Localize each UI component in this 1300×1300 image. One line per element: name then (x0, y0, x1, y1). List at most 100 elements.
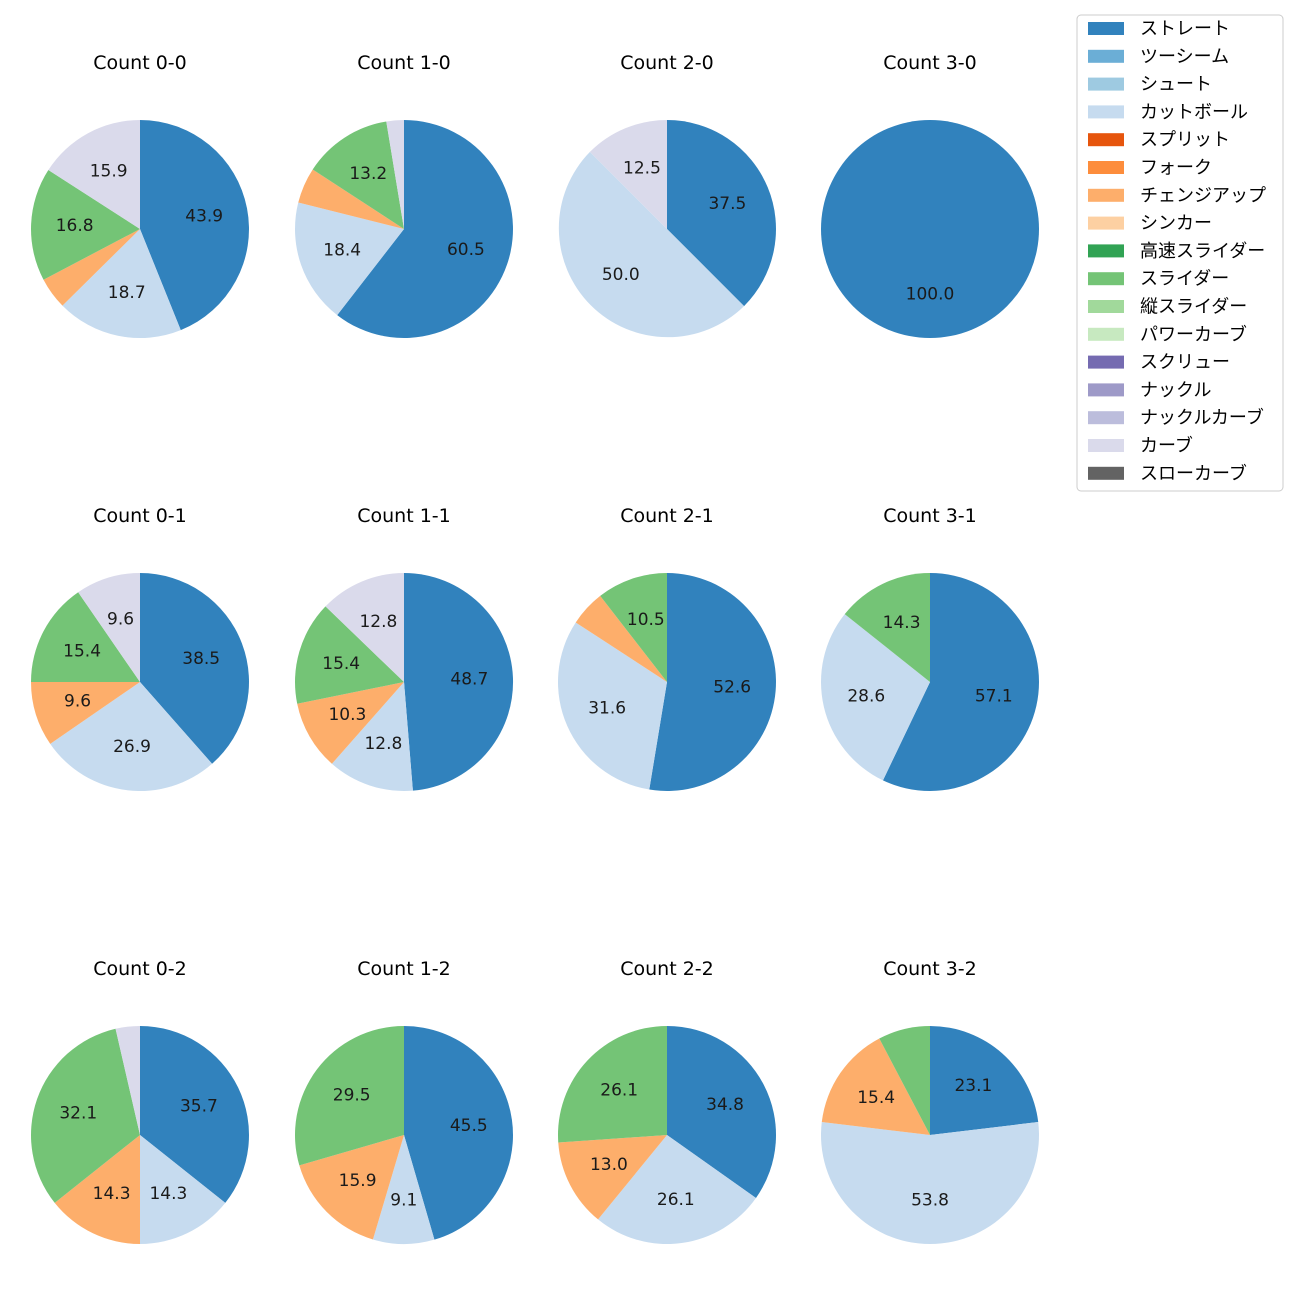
pie-slice (844, 573, 930, 682)
pie-slice (557, 1026, 667, 1143)
pie-slice (821, 1122, 1039, 1245)
legend-swatch (1088, 161, 1124, 174)
legend-item: カーブ (1088, 435, 1193, 457)
pie-slice (882, 573, 1040, 791)
legend-item: 高速スライダー (1088, 241, 1265, 262)
legend-label: 高速スライダー (1140, 241, 1265, 262)
legend-item: スライダー (1088, 269, 1229, 290)
pie-chart-title: Count 3-0 (883, 52, 977, 74)
pie-slice-label: 48.7 (450, 669, 488, 689)
pie-slice-label: 18.7 (108, 283, 146, 303)
pie-slice-label: 37.5 (708, 194, 746, 214)
legend-item: チェンジアップ (1088, 185, 1266, 206)
pie-slice-label: 60.5 (447, 240, 485, 260)
legend-item: フォーク (1088, 158, 1212, 179)
pie-chart: Count 2-2 34.8 26.1 13.0 26.1 (557, 958, 777, 1245)
pie-chart-title: Count 3-1 (883, 505, 977, 527)
pie-slice-label: 13.2 (349, 164, 387, 184)
pie-slice (558, 1135, 667, 1220)
pie-slice (48, 120, 141, 229)
pie-chart: Count 1-2 45.5 9.1 15.9 29.5 (295, 958, 513, 1244)
pie-slice-label: 32.1 (59, 1103, 97, 1123)
pie-slice (600, 573, 667, 682)
legend-label: パワーカーブ (1140, 323, 1247, 345)
pie-slice-label: 14.3 (149, 1184, 187, 1204)
legend-label: スローカーブ (1140, 462, 1247, 484)
pie-slice (115, 1026, 140, 1135)
legend-label: シュート (1140, 74, 1212, 95)
pie-slice-label: 100.0 (906, 284, 955, 304)
pie-slice (312, 121, 404, 229)
pie-slice-label: 34.8 (706, 1095, 744, 1115)
pie-slice-label: 15.4 (63, 642, 101, 662)
pie-slice (295, 606, 404, 704)
pie-slice (140, 1135, 226, 1244)
legend-swatch (1088, 105, 1124, 119)
pie-slice (298, 169, 404, 229)
pie-slice (589, 120, 667, 229)
pie-slice (50, 682, 213, 791)
legend-item: スクリュー (1088, 352, 1230, 373)
legend-frame (1076, 14, 1284, 492)
pie-slice (667, 120, 776, 307)
pie-chart: Count 2-0 37.5 50.0 12.5 (558, 52, 776, 338)
legend-swatch (1088, 22, 1124, 35)
pie-chart-title: Count 2-2 (620, 958, 714, 980)
legend-swatch (1088, 466, 1124, 480)
pie-slice-label: 50.0 (602, 265, 640, 285)
pie-slice (62, 229, 181, 338)
pie-chart-title: Count 3-2 (883, 958, 977, 980)
pie-slice-label: 12.8 (364, 734, 402, 754)
pie-slice (404, 1026, 513, 1240)
legend-item: シュート (1088, 74, 1212, 95)
pie-slice (54, 1135, 140, 1244)
pie-chart-title: Count 0-0 (93, 52, 187, 74)
pie-slice-label: 18.4 (323, 240, 361, 260)
legend-label: シンカー (1140, 213, 1212, 234)
pie-slice (140, 1026, 249, 1203)
pie-slice (558, 151, 745, 338)
pie-slice-label: 15.9 (90, 162, 128, 182)
legend-label: ナックルカーブ (1140, 407, 1264, 429)
pie-slice (821, 120, 1039, 338)
pie-slice (331, 682, 413, 792)
pie-slice (295, 1026, 404, 1166)
pie-slice-label: 10.3 (328, 705, 366, 725)
pie-slice (43, 229, 141, 306)
pie-slice (821, 1038, 930, 1135)
pie-slice (31, 170, 141, 280)
legend-label: カットボール (1140, 102, 1248, 123)
legend-swatch (1088, 300, 1124, 313)
legend-label: ツーシーム (1140, 46, 1229, 67)
pie-slice (325, 573, 404, 682)
legend-label: 縦スライダー (1140, 297, 1247, 318)
pie-slice (31, 592, 140, 682)
pie-slice-label: 26.1 (657, 1190, 695, 1210)
pie-chart: Count 0-2 35.7 14.3 14.3 32.1 (31, 958, 249, 1244)
legend-swatch (1088, 272, 1124, 286)
pie-chart-title: Count 2-0 (620, 52, 714, 74)
pie-slice-label: 12.5 (623, 159, 661, 179)
legend-label: ナックル (1140, 380, 1211, 401)
legend-label: カーブ (1140, 435, 1193, 457)
legend-swatch (1088, 244, 1124, 258)
pie-slice (879, 1026, 930, 1135)
legend-item: シンカー (1088, 213, 1212, 234)
pie-slice (667, 1026, 777, 1198)
pie-slice-label: 26.1 (600, 1080, 638, 1100)
pie-slice-label: 52.6 (713, 677, 751, 697)
pie-slice (140, 573, 249, 764)
pie-slice (31, 1028, 141, 1203)
legend-item: パワーカーブ (1088, 323, 1247, 345)
pie-slice-label: 14.3 (883, 613, 921, 633)
legend-swatch (1088, 133, 1124, 147)
pie-slice (295, 202, 404, 316)
legend-swatch (1088, 49, 1124, 63)
legend-item: スローカーブ (1088, 462, 1247, 484)
pie-slice (140, 120, 249, 331)
pie-slice (575, 595, 667, 682)
pie-chart-title: Count 1-2 (357, 958, 451, 980)
pie-slice (297, 682, 404, 764)
pie-slice-label: 43.9 (185, 207, 223, 227)
pie-chart-title: Count 1-1 (357, 505, 451, 527)
